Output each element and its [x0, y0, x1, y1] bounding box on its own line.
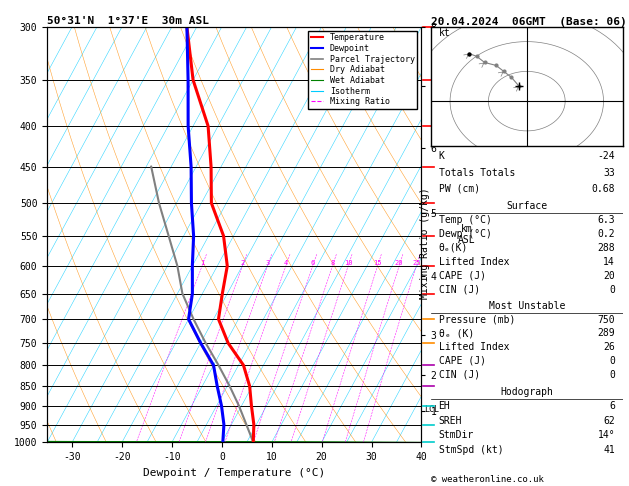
Text: 0: 0	[609, 356, 615, 366]
Text: 289: 289	[598, 329, 615, 338]
Text: 0.68: 0.68	[591, 184, 615, 194]
Text: 0: 0	[609, 284, 615, 295]
Text: Dewp (°C): Dewp (°C)	[438, 229, 491, 239]
Text: 0: 0	[609, 370, 615, 380]
Text: Temp (°C): Temp (°C)	[438, 215, 491, 225]
Text: 20: 20	[603, 271, 615, 280]
Y-axis label: km
ASL: km ASL	[458, 224, 476, 245]
Text: Lifted Index: Lifted Index	[438, 257, 509, 267]
Text: 26: 26	[603, 342, 615, 352]
Text: SREH: SREH	[438, 416, 462, 426]
Text: 20: 20	[395, 260, 403, 266]
Text: © weatheronline.co.uk: © weatheronline.co.uk	[431, 474, 543, 484]
Text: 14: 14	[603, 257, 615, 267]
Text: 4: 4	[284, 260, 288, 266]
Text: Mixing Ratio (g/kg): Mixing Ratio (g/kg)	[420, 187, 430, 299]
Text: CIN (J): CIN (J)	[438, 370, 480, 380]
Text: 62: 62	[603, 416, 615, 426]
Text: 20.04.2024  06GMT  (Base: 06): 20.04.2024 06GMT (Base: 06)	[431, 17, 626, 27]
Text: LCL: LCL	[424, 405, 439, 414]
Text: K: K	[438, 151, 445, 161]
Text: Lifted Index: Lifted Index	[438, 342, 509, 352]
Legend: Temperature, Dewpoint, Parcel Trajectory, Dry Adiabat, Wet Adiabat, Isotherm, Mi: Temperature, Dewpoint, Parcel Trajectory…	[308, 31, 417, 109]
Text: 0.2: 0.2	[598, 229, 615, 239]
Text: EH: EH	[438, 401, 450, 412]
Text: Hodograph: Hodograph	[500, 387, 554, 397]
Text: Most Unstable: Most Unstable	[489, 301, 565, 311]
Text: 6: 6	[609, 401, 615, 412]
Text: 41: 41	[603, 445, 615, 454]
Text: kt: kt	[438, 28, 450, 37]
Text: 10: 10	[344, 260, 352, 266]
Text: Surface: Surface	[506, 201, 547, 211]
Text: 6.3: 6.3	[598, 215, 615, 225]
Text: 750: 750	[598, 314, 615, 325]
Text: 33: 33	[603, 168, 615, 177]
Text: 50°31'N  1°37'E  30m ASL: 50°31'N 1°37'E 30m ASL	[47, 16, 209, 26]
Text: StmSpd (kt): StmSpd (kt)	[438, 445, 503, 454]
Text: Totals Totals: Totals Totals	[438, 168, 515, 177]
Text: CAPE (J): CAPE (J)	[438, 271, 486, 280]
Text: 14°: 14°	[598, 430, 615, 440]
Text: 3: 3	[265, 260, 270, 266]
Text: 15: 15	[374, 260, 382, 266]
Text: PW (cm): PW (cm)	[438, 184, 480, 194]
Text: θₑ (K): θₑ (K)	[438, 329, 474, 338]
Text: 2: 2	[240, 260, 245, 266]
Text: 288: 288	[598, 243, 615, 253]
Text: CIN (J): CIN (J)	[438, 284, 480, 295]
Text: θₑ(K): θₑ(K)	[438, 243, 468, 253]
Text: -24: -24	[598, 151, 615, 161]
Text: StmDir: StmDir	[438, 430, 474, 440]
Text: Pressure (mb): Pressure (mb)	[438, 314, 515, 325]
X-axis label: Dewpoint / Temperature (°C): Dewpoint / Temperature (°C)	[143, 468, 325, 478]
Text: 8: 8	[330, 260, 335, 266]
Text: 25: 25	[412, 260, 421, 266]
Text: 1: 1	[200, 260, 204, 266]
Text: 6: 6	[311, 260, 315, 266]
Text: CAPE (J): CAPE (J)	[438, 356, 486, 366]
